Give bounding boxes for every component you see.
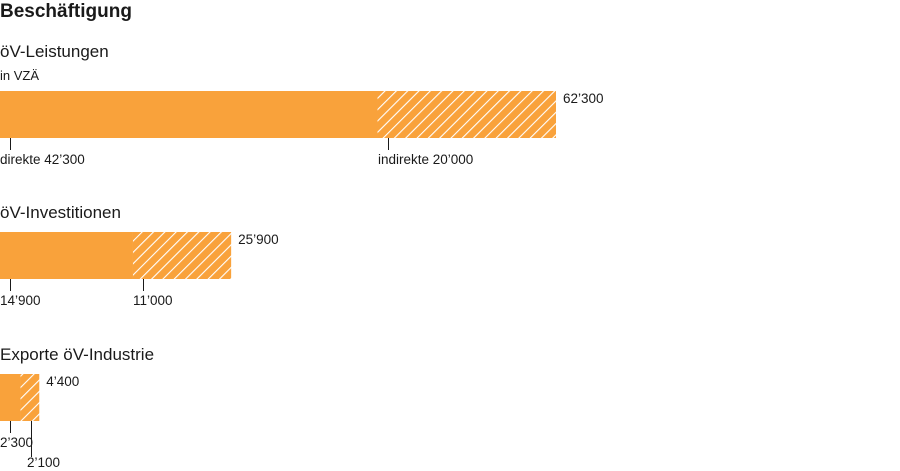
bar-segment-direct bbox=[0, 91, 378, 138]
bar-groups: öV-Leistungen direkte 42’300 indirekte 20’… bbox=[0, 42, 604, 470]
total-label: 25’900 bbox=[238, 232, 279, 247]
group-title: Exporte öV-Industrie bbox=[0, 345, 154, 364]
bar-segment-indirect bbox=[20, 374, 40, 421]
segment-label: indirekte 20’000 bbox=[378, 152, 473, 167]
bar-segment-direct bbox=[0, 374, 21, 421]
segment-label: 14’900 bbox=[0, 293, 41, 308]
bar-segment-direct bbox=[0, 232, 133, 279]
total-label: 62’300 bbox=[563, 91, 604, 106]
chart-title: Beschäftigung bbox=[0, 1, 132, 22]
segment-label: 11’000 bbox=[133, 293, 173, 308]
segment-label: 2’100 bbox=[27, 455, 60, 470]
unit-label: in VZÄ bbox=[0, 68, 39, 83]
total-label: 4’400 bbox=[46, 374, 79, 389]
group-title: öV-Leistungen bbox=[0, 42, 109, 61]
group-title: öV-Investitionen bbox=[0, 203, 121, 222]
bar-segment-indirect bbox=[377, 91, 556, 138]
segment-label: 2’300 bbox=[0, 435, 33, 450]
bar-segment-indirect bbox=[132, 232, 232, 279]
segment-label: direkte 42’300 bbox=[0, 152, 85, 167]
